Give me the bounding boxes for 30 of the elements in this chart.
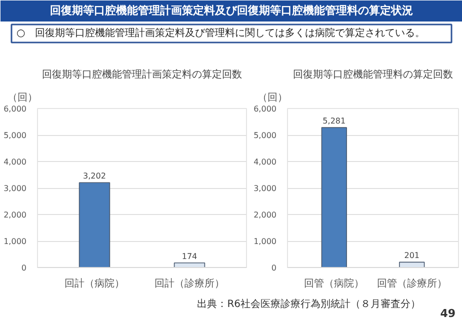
y-tick-label: 0 bbox=[21, 264, 27, 272]
data-label: 201 bbox=[404, 251, 420, 260]
x-tick-label: 回計（病院） bbox=[64, 278, 124, 290]
x-tick-label: 回計（診療所） bbox=[154, 278, 224, 290]
data-label: 3,202 bbox=[83, 172, 106, 181]
chart-title: 回復期等口腔機能管理計画策定料の算定回数 bbox=[42, 68, 242, 80]
text: 49 bbox=[440, 307, 456, 320]
data-label: 174 bbox=[182, 252, 198, 261]
y-tick-label: 0 bbox=[271, 264, 277, 272]
y-axis-title: （回） bbox=[8, 92, 38, 104]
y-tick-label: 4,000 bbox=[4, 158, 27, 166]
y-tick-label: 2,000 bbox=[4, 210, 27, 220]
y-tick-label: 3,000 bbox=[4, 184, 27, 193]
y-tick-label: 4,000 bbox=[254, 158, 277, 166]
y-tick-label: 2,000 bbox=[254, 210, 277, 220]
text: ○ 回復期等口腔機能管理計画策定料及び管理料に関しては多くは病院で算定されている。 bbox=[16, 27, 426, 39]
y-tick-label: 1,000 bbox=[254, 237, 277, 246]
y-tick-label: 6,000 bbox=[254, 104, 277, 114]
y-tick-label: 5,000 bbox=[254, 131, 277, 140]
data-label: 5,281 bbox=[322, 116, 346, 126]
y-axis-title: （回） bbox=[258, 92, 288, 104]
x-tick-label: 回管（病院） bbox=[304, 278, 364, 290]
y-tick-label: 5,000 bbox=[4, 131, 27, 140]
y-tick-label: 3,000 bbox=[254, 184, 277, 193]
source-note: 出典：R6社会医療診療行為別統計（８月審査分） bbox=[197, 298, 420, 310]
text: 回復期等口腔機能管理計画策定料及び回復期等口腔機能管理料の算定状況 bbox=[50, 4, 413, 17]
chart-title: 回復期等口腔機能管理料の算定回数 bbox=[293, 68, 453, 80]
y-tick-label: 6,000 bbox=[4, 104, 27, 114]
y-tick-label: 1,000 bbox=[4, 237, 27, 246]
x-tick-label: 回管（診療所） bbox=[376, 278, 447, 290]
